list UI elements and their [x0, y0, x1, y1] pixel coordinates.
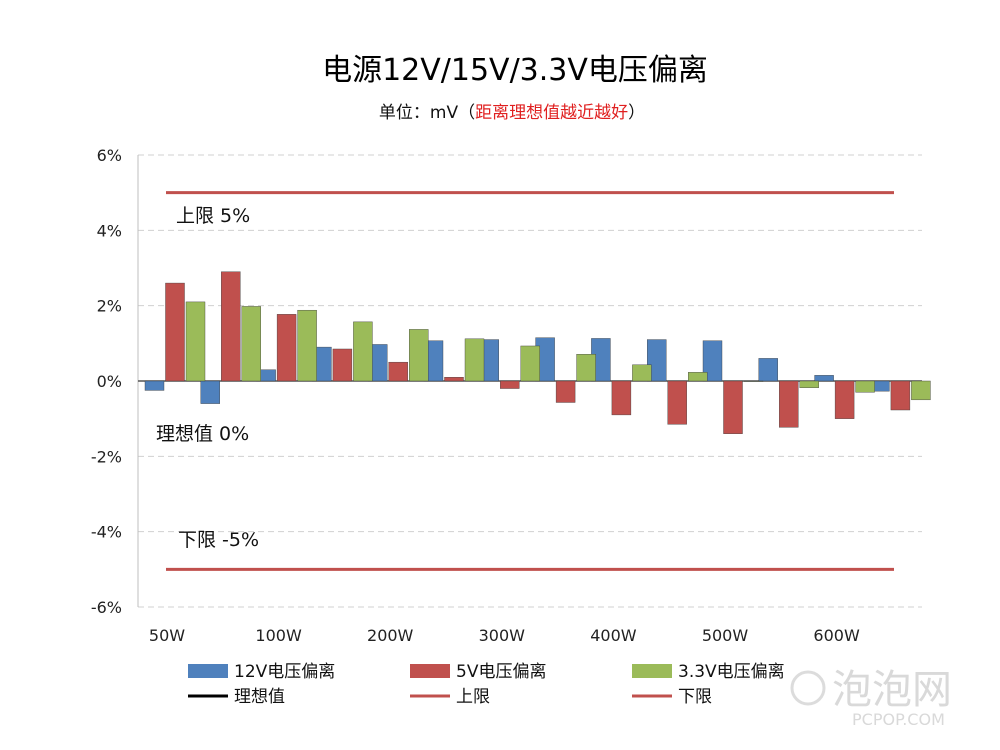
- annotation-upper: 上限 5%: [176, 205, 250, 227]
- bar-3-11: [743, 380, 764, 382]
- bar-3-1: [185, 301, 206, 382]
- bar-2-11: [723, 380, 743, 434]
- bar-2-6: [444, 377, 464, 382]
- bar-2-2: [221, 271, 241, 382]
- bar-3-6: [464, 338, 485, 382]
- y-tick-label: 6%: [97, 146, 122, 165]
- y-tick-label: -6%: [91, 598, 122, 617]
- bar-1-1: [144, 380, 165, 391]
- y-tick-label: 0%: [97, 372, 122, 391]
- x-tick-label: 500W: [702, 626, 749, 645]
- legend-label: 5V电压偏离: [456, 662, 546, 682]
- chart-subtitle: 单位：mV（距离理想值越近越好）: [379, 103, 645, 123]
- y-tick-label: -4%: [91, 523, 122, 542]
- legend-label: 12V电压偏离: [234, 662, 335, 682]
- y-tick-label: 4%: [97, 221, 122, 240]
- bars: [144, 271, 931, 434]
- legend-label: 理想值: [234, 687, 285, 707]
- bar-2-5: [388, 361, 408, 382]
- watermark-site: PCPOP.COM: [852, 710, 945, 729]
- x-axis-ticks: 50W 100W 200W 300W 400W 500W 600W: [149, 626, 860, 645]
- bar-3-14: [911, 380, 931, 401]
- legend-label: 3.3V电压偏离: [678, 662, 785, 682]
- subtitle-highlight: 距离理想值越近越好: [475, 103, 628, 123]
- bar-2-8: [555, 380, 576, 403]
- annotation-ideal: 理想值 0%: [156, 423, 249, 445]
- bar-1-10: [647, 339, 667, 382]
- y-axis-ticks: 6% 4% 2% 0% -2% -4% -6%: [91, 146, 122, 617]
- bar-3-7: [520, 345, 540, 382]
- bar-3-3: [297, 309, 317, 382]
- y-tick-label: -2%: [91, 447, 122, 466]
- x-tick-label: 200W: [367, 626, 414, 645]
- bar-1-13: [814, 375, 834, 382]
- legend-swatch: [410, 664, 450, 678]
- x-tick-label: 100W: [255, 626, 302, 645]
- bar-1-2: [200, 380, 221, 404]
- bar-2-10: [667, 380, 687, 425]
- bar-2-4: [332, 348, 353, 382]
- legend-swatch: [188, 664, 228, 678]
- bar-3-10: [688, 372, 708, 382]
- bar-2-12: [779, 380, 799, 428]
- bar-3-4: [353, 321, 373, 382]
- bar-3-9: [632, 364, 652, 382]
- x-tick-label: 600W: [813, 626, 860, 645]
- legend-label: 下限: [678, 687, 712, 707]
- bar-2-3: [276, 314, 297, 382]
- subtitle-suffix: ）: [628, 103, 645, 123]
- x-tick-label: 400W: [590, 626, 637, 645]
- bar-2-13: [834, 380, 855, 419]
- legend-label: 上限: [456, 687, 490, 707]
- subtitle-prefix: 单位：mV（: [379, 103, 475, 123]
- bar-3-13: [855, 380, 875, 393]
- watermark-logo-icon: [790, 670, 826, 706]
- annotation-lower: 下限 -5%: [178, 529, 259, 551]
- chart-title: 电源12V/15V/3.3V电压偏离: [322, 53, 708, 88]
- bar-1-11: [702, 340, 723, 382]
- bar-3-5: [409, 329, 429, 382]
- bar-3-2: [241, 306, 262, 382]
- x-tick-label: 50W: [149, 626, 185, 645]
- watermark-logo: 泡泡网: [832, 667, 952, 713]
- x-tick-label: 300W: [479, 626, 526, 645]
- bar-2-7: [500, 380, 520, 389]
- bar-3-12: [799, 380, 819, 388]
- watermark: 泡泡网 PCPOP.COM: [790, 667, 952, 729]
- bar-2-9: [611, 380, 632, 416]
- bar-1-12: [758, 358, 778, 382]
- bar-3-8: [576, 354, 596, 382]
- legend-swatch: [632, 664, 672, 678]
- bar-2-1: [165, 282, 185, 382]
- bar-2-14: [890, 380, 911, 411]
- y-tick-label: 2%: [97, 297, 122, 316]
